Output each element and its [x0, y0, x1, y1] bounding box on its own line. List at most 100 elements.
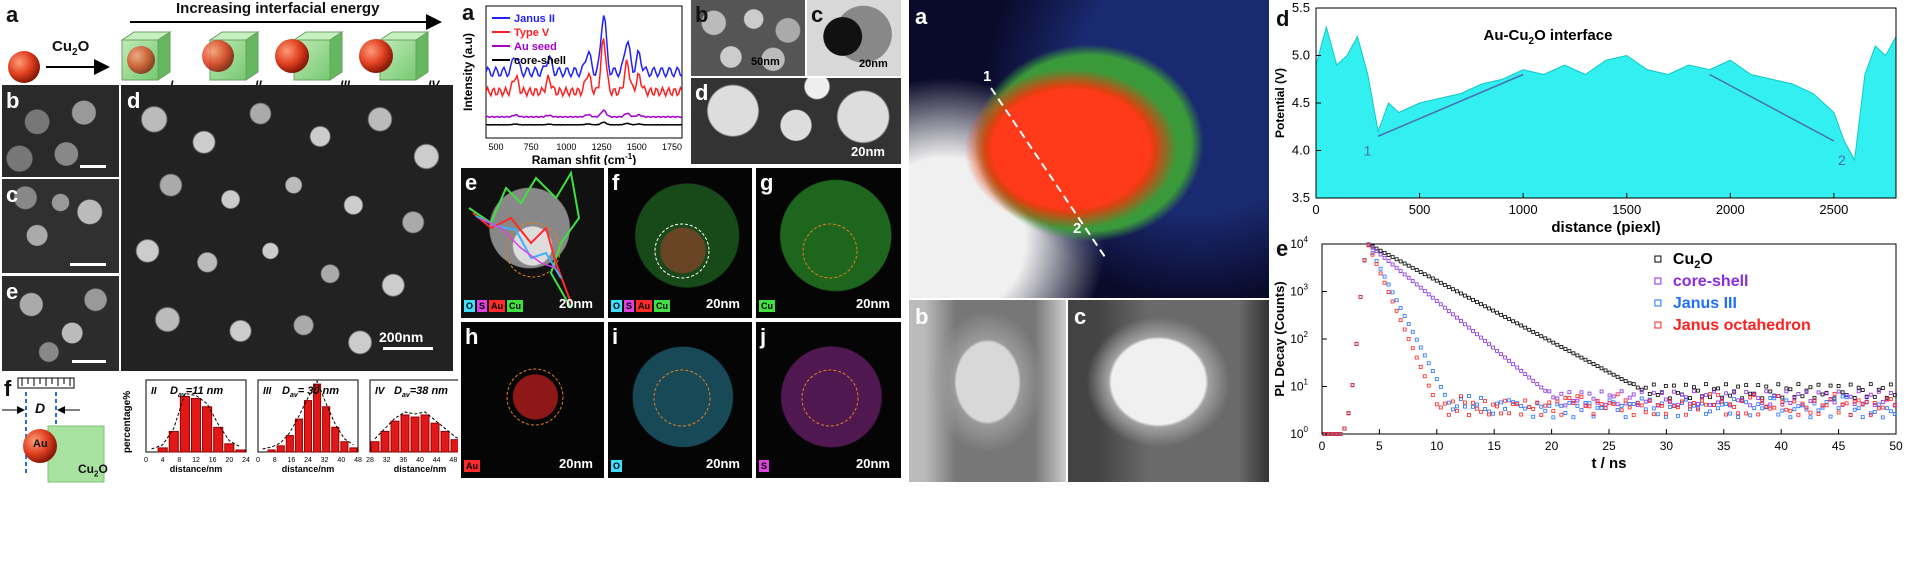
pl-point: [1548, 401, 1551, 404]
pl-point: [1777, 413, 1780, 416]
pl-point: [1443, 402, 1446, 405]
pl-point: [1391, 300, 1394, 303]
pl-point: [1512, 320, 1515, 323]
histogram-title: Dav=38 nm: [394, 385, 448, 399]
pl-ytick: 101: [1290, 378, 1308, 394]
pl-point: [1379, 267, 1382, 270]
pl-decay-chart: 0 5 10 15 20 25 30 35 40 45 50100101102103104t / n…: [1272, 236, 1910, 485]
legend-chip: S: [624, 300, 634, 312]
pl-point: [1656, 393, 1659, 396]
pl-point: [1471, 401, 1474, 404]
pl-point: [1451, 400, 1454, 403]
pl-point: [1355, 342, 1358, 345]
pl-point: [1889, 398, 1892, 401]
pl-point: [1620, 404, 1623, 407]
pl-point: [1516, 322, 1519, 325]
pl-point: [1379, 249, 1382, 252]
raman-xtick: 1500: [627, 142, 647, 152]
pl-point: [1644, 386, 1647, 389]
pl-point: [1705, 403, 1708, 406]
pl-point: [1435, 378, 1438, 381]
pl-point: [1608, 394, 1611, 397]
pl-point: [1717, 401, 1720, 404]
histogram-bar: [431, 423, 439, 452]
pl-point: [1359, 296, 1362, 299]
pl-point: [1769, 396, 1772, 399]
histogram-bar: [371, 442, 379, 452]
pl-point: [1604, 407, 1607, 410]
pl-point: [1817, 409, 1820, 412]
pl-point: [1757, 413, 1760, 416]
pl-point: [1552, 341, 1555, 344]
legend-chips-g: Cu: [759, 300, 775, 312]
pl-point: [1745, 391, 1748, 394]
pl-point: [1387, 253, 1390, 256]
pl-point: [1664, 384, 1667, 387]
pl-point: [1488, 343, 1491, 346]
pl-point: [1419, 271, 1422, 274]
pl-point: [1620, 377, 1623, 380]
pl-point: [1853, 396, 1856, 399]
pl-point: [1580, 396, 1583, 399]
pl-point: [1733, 391, 1736, 394]
legend-chip: O: [464, 300, 475, 312]
pl-xtick: 20: [1545, 439, 1559, 453]
histogram-bar: [451, 440, 458, 452]
pl-point: [1624, 399, 1627, 402]
pl-point: [1721, 400, 1724, 403]
pl-point: [1696, 389, 1699, 392]
pl-point: [1459, 292, 1462, 295]
pl-point: [1797, 405, 1800, 408]
pl-point: [1829, 415, 1832, 418]
pl-point: [1544, 337, 1547, 340]
pl-point: [1709, 393, 1712, 396]
pl-point: [1467, 395, 1470, 398]
pl-point: [1419, 365, 1422, 368]
histogram-bar: [332, 427, 339, 452]
pl-point: [1379, 272, 1382, 275]
histogram-tick: 20: [225, 457, 233, 464]
pl-point: [1725, 392, 1728, 395]
potential-ytick: 5.5: [1292, 0, 1310, 15]
pl-point: [1540, 413, 1543, 416]
histogram-type: IV: [375, 386, 386, 397]
pl-point: [1604, 407, 1607, 410]
pl-point: [1628, 382, 1631, 385]
histogram-tick: 40: [416, 457, 424, 464]
potential-area: [1316, 27, 1896, 198]
pl-point: [1475, 403, 1478, 406]
pl-point: [1640, 404, 1643, 407]
pl-point: [1889, 391, 1892, 394]
pl-point: [1496, 311, 1499, 314]
pl-point: [1749, 414, 1752, 417]
pl-point: [1757, 403, 1760, 406]
pl-point: [1427, 362, 1430, 365]
pl-point: [1463, 405, 1466, 408]
pl-point: [1399, 319, 1402, 322]
pl-point: [1684, 383, 1687, 386]
legend-chips-h: Au: [464, 460, 480, 472]
pl-point: [1761, 407, 1764, 410]
pl-point: [1524, 399, 1527, 402]
pl-point: [1403, 328, 1406, 331]
pl-point: [1343, 427, 1346, 430]
pl-point: [1725, 403, 1728, 406]
pl-point: [1733, 406, 1736, 409]
pl-point: [1508, 318, 1511, 321]
pl-point: [1793, 400, 1796, 403]
pl-point: [1403, 262, 1406, 265]
pl-point: [1347, 412, 1350, 415]
pl-point: [1837, 390, 1840, 393]
pl-point: [1600, 406, 1603, 409]
pl-point: [1725, 413, 1728, 416]
pl-point: [1592, 397, 1595, 400]
pl-point: [1729, 412, 1732, 415]
pl-point: [1496, 349, 1499, 352]
pl-point: [1411, 280, 1414, 283]
pl-point: [1399, 270, 1402, 273]
janus-type-I: [122, 32, 170, 80]
pl-point: [1520, 324, 1523, 327]
pl-point: [1455, 405, 1458, 408]
pl-point: [1355, 342, 1358, 345]
pl-point: [1721, 403, 1724, 406]
